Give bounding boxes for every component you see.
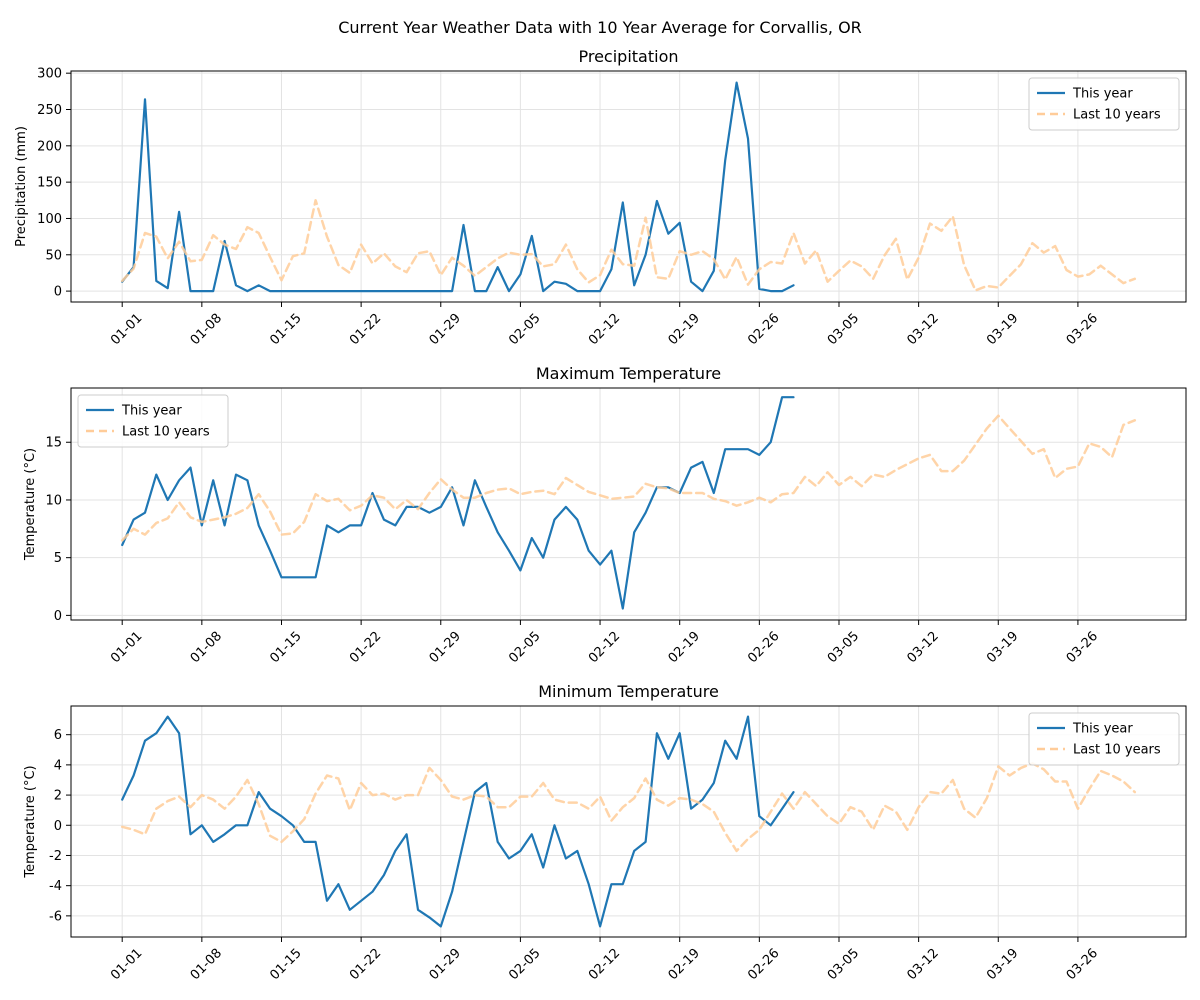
x-tick-label: 02-05: [506, 946, 543, 983]
x-tick-label: 02-26: [745, 629, 782, 666]
y-tick-label: 6: [54, 728, 62, 743]
legend: This year Last 10 years: [1028, 712, 1180, 766]
x-tick-label: 03-26: [1064, 311, 1101, 348]
x-tick-label: 02-05: [506, 629, 543, 666]
x-tick-label: 01-08: [188, 311, 225, 348]
y-tick-label: 50: [45, 248, 62, 263]
x-tick-label: 03-26: [1064, 629, 1101, 666]
x-tick-label: 01-15: [267, 629, 304, 666]
y-axis-label: Temperature (°C): [23, 448, 38, 561]
x-tick-label: 02-19: [666, 629, 703, 666]
legend: This year Last 10 years: [77, 394, 229, 448]
x-tick-label: 02-12: [586, 311, 623, 348]
legend: This year Last 10 years: [1028, 77, 1180, 131]
legend-box: [1028, 712, 1180, 766]
figure-title: Current Year Weather Data with 10 Year A…: [338, 18, 862, 37]
series-line-last-10-years: [120, 199, 1137, 292]
x-tick-label: 01-22: [347, 311, 384, 348]
y-tick-label: 0: [54, 609, 62, 624]
x-tick-label: 01-08: [188, 946, 225, 983]
y-tick-label: 2: [54, 789, 62, 804]
y-tick-label: -2: [49, 849, 62, 864]
series-line-this-year: [121, 396, 795, 610]
x-tick-label: 02-12: [586, 629, 623, 666]
x-tick-label: 03-19: [984, 311, 1021, 348]
chart-title: Maximum Temperature: [536, 364, 721, 383]
x-tick-label: 02-05: [506, 311, 543, 348]
series-line-last-10-years: [120, 414, 1137, 542]
y-tick-label: 4: [54, 758, 62, 773]
legend-box: [77, 394, 229, 448]
chart-panel-1: 01-01 01-08 01-15 01-22 01-29 02-05 02-12 02-19…: [14, 47, 1187, 348]
x-tick-label: 03-12: [904, 946, 941, 983]
chart-title: Minimum Temperature: [538, 682, 719, 701]
y-axis-label: Precipitation (mm): [14, 126, 29, 247]
legend-box: [1028, 77, 1180, 131]
plot-frame: [70, 70, 1187, 303]
x-tick-label: 01-22: [347, 629, 384, 666]
y-tick-label: -6: [49, 909, 62, 924]
x-tick-label: 02-19: [666, 311, 703, 348]
legend-label: Last 10 years: [122, 425, 210, 440]
y-tick-label: 200: [37, 139, 62, 154]
x-tick-label: 03-12: [904, 311, 941, 348]
x-tick-label: 01-15: [267, 311, 304, 348]
chart-panel-3: 01-01 01-08 01-15 01-22 01-29 02-05 02-12 02-19…: [23, 682, 1187, 983]
legend-label: Last 10 years: [1073, 108, 1161, 123]
x-tick-label: 02-12: [586, 946, 623, 983]
y-tick-label: 300: [37, 67, 62, 82]
legend-label: This year: [121, 404, 182, 419]
chart-title: Precipitation: [578, 47, 678, 66]
y-tick-label: -4: [49, 879, 62, 894]
plot-frame: [70, 387, 1187, 621]
legend-label: This year: [1072, 87, 1133, 102]
x-tick-label: 03-19: [984, 946, 1021, 983]
x-tick-label: 01-22: [347, 946, 384, 983]
x-tick-label: 02-26: [745, 946, 782, 983]
y-tick-label: 150: [37, 176, 62, 191]
legend-label: Last 10 years: [1073, 743, 1161, 758]
x-tick-label: 01-08: [188, 629, 225, 666]
y-axis-label: Temperature (°C): [23, 765, 38, 878]
y-tick-label: 250: [37, 103, 62, 118]
x-tick-label: 01-29: [427, 946, 464, 983]
plot-frame: [70, 705, 1187, 938]
x-tick-label: 01-29: [427, 311, 464, 348]
x-tick-label: 03-05: [825, 311, 862, 348]
x-tick-label: 03-12: [904, 629, 941, 666]
x-tick-label: 02-19: [666, 946, 703, 983]
x-tick-label: 03-26: [1064, 946, 1101, 983]
chart-panel-2: 01-01 01-08 01-15 01-22 01-29 02-05 02-12 02-19…: [23, 364, 1187, 666]
y-tick-label: 100: [37, 212, 62, 227]
y-tick-label: 15: [45, 436, 62, 451]
x-tick-label: 01-01: [108, 629, 145, 666]
x-tick-label: 01-15: [267, 946, 304, 983]
y-tick-label: 10: [45, 493, 62, 508]
series-line-this-year: [121, 715, 795, 928]
legend-label: This year: [1072, 722, 1133, 737]
y-tick-label: 5: [54, 551, 62, 566]
x-tick-label: 01-01: [108, 946, 145, 983]
series-line-last-10-years: [120, 762, 1137, 853]
y-tick-label: 0: [54, 819, 62, 834]
x-tick-label: 01-01: [108, 311, 145, 348]
series-line-this-year: [121, 81, 795, 293]
x-tick-label: 03-05: [825, 629, 862, 666]
y-tick-label: 0: [54, 285, 62, 300]
x-tick-label: 03-19: [984, 629, 1021, 666]
x-tick-label: 03-05: [825, 946, 862, 983]
x-tick-label: 02-26: [745, 311, 782, 348]
x-tick-label: 01-29: [427, 629, 464, 666]
